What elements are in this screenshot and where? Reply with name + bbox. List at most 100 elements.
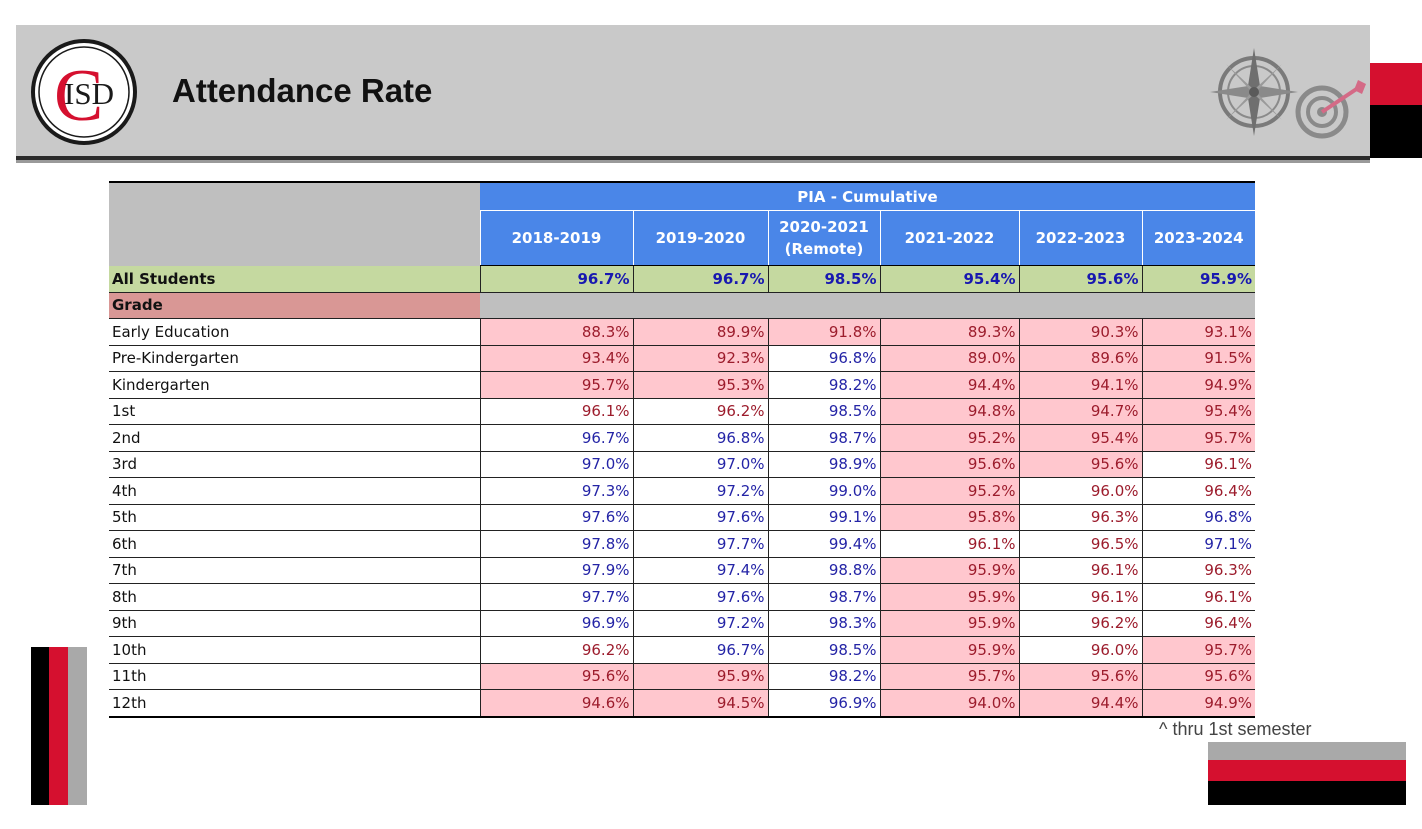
grade-label: 9th <box>109 610 480 637</box>
left-stripe-red <box>49 647 68 805</box>
rate-cell: 96.0% <box>1018 636 1142 664</box>
rate-cell: 96.8% <box>632 424 768 452</box>
year-column-header: 2023-2024 <box>1141 210 1255 266</box>
rate-cell: 98.7% <box>767 424 880 452</box>
rate-cell: 95.9% <box>879 557 1019 584</box>
rate-cell: 95.9% <box>879 610 1019 637</box>
cisd-logo-icon: C ISD <box>31 39 137 145</box>
rate-cell: 95.9% <box>879 583 1019 611</box>
rate-cell: 89.6% <box>1018 345 1142 372</box>
rate-cell: 99.1% <box>767 504 880 531</box>
header-accent-black <box>1370 105 1422 158</box>
rate-cell: 94.9% <box>1141 371 1255 399</box>
year-column-header: 2022-2023 <box>1018 210 1142 266</box>
grade-label: 2nd <box>109 424 480 452</box>
rate-cell: 96.4% <box>1141 477 1255 505</box>
table-row: Early Education 88.3% 89.9% 91.8% 89.3% 90.3%… <box>109 318 1255 346</box>
grade-label: 10th <box>109 636 480 664</box>
rate-cell: 96.7% <box>479 424 633 452</box>
rate-cell: 96.1% <box>879 530 1019 558</box>
group-header: PIA - Cumulative <box>480 181 1255 211</box>
rate-cell: 97.7% <box>479 583 633 611</box>
rate-cell: 89.3% <box>879 318 1019 346</box>
grade-label: 8th <box>109 583 480 611</box>
rate-cell: 97.2% <box>632 610 768 637</box>
rate-cell: 91.8% <box>767 318 880 346</box>
rate-cell: 95.8% <box>879 504 1019 531</box>
rate-cell: 96.1% <box>1141 451 1255 478</box>
rate-cell: 98.5% <box>767 398 880 425</box>
rate-cell: 98.2% <box>767 663 880 690</box>
rate-cell: 96.2% <box>632 398 768 425</box>
rate-cell: 96.2% <box>1018 610 1142 637</box>
all-students-value: 98.5% <box>767 265 880 293</box>
rate-cell: 92.3% <box>632 345 768 372</box>
grade-label: 11th <box>109 663 480 690</box>
rate-cell: 96.1% <box>1018 583 1142 611</box>
table-row: 9th 96.9% 97.2% 98.3% 95.9% 96.2% 96.4% <box>109 610 1255 637</box>
rate-cell: 98.3% <box>767 610 880 637</box>
table-row: 8th 97.7% 97.6% 98.7% 95.9% 96.1% 96.1% <box>109 583 1255 611</box>
rate-cell: 90.3% <box>1018 318 1142 346</box>
rate-cell: 95.6% <box>479 663 633 690</box>
rate-cell: 95.4% <box>1141 398 1255 425</box>
rate-cell: 96.3% <box>1141 557 1255 584</box>
rate-cell: 96.0% <box>1018 477 1142 505</box>
rate-cell: 98.2% <box>767 371 880 399</box>
rate-cell: 94.1% <box>1018 371 1142 399</box>
rate-cell: 98.7% <box>767 583 880 611</box>
rate-cell: 99.4% <box>767 530 880 558</box>
year-column-header: 2021-2022 <box>879 210 1019 266</box>
rate-cell: 97.4% <box>632 557 768 584</box>
table-row: 4th 97.3% 97.2% 99.0% 95.2% 96.0% 96.4% <box>109 477 1255 505</box>
right-stripe-red <box>1208 760 1406 781</box>
rate-cell: 95.6% <box>1141 663 1255 690</box>
target-dart-icon <box>1295 80 1366 139</box>
rate-cell: 98.5% <box>767 636 880 664</box>
grade-section-fill <box>480 292 1255 319</box>
table-row: 10th 96.2% 96.7% 98.5% 95.9% 96.0% 95.7% <box>109 636 1255 664</box>
all-students-label: All Students <box>109 265 480 293</box>
table-row: 11th 95.6% 95.9% 98.2% 95.7% 95.6% 95.6% <box>109 663 1255 690</box>
rate-cell: 97.7% <box>632 530 768 558</box>
grade-label: 6th <box>109 530 480 558</box>
all-students-value: 95.9% <box>1141 265 1255 293</box>
table-row: 12th 94.6% 94.5% 96.9% 94.0% 94.4% 94.9% <box>109 689 1255 718</box>
grade-label: Pre-Kindergarten <box>109 345 480 372</box>
rate-cell: 97.6% <box>632 583 768 611</box>
rate-cell: 94.0% <box>879 689 1019 718</box>
rate-cell: 96.1% <box>1018 557 1142 584</box>
rate-cell: 96.1% <box>1141 583 1255 611</box>
rate-cell: 94.6% <box>479 689 633 718</box>
page-title: Attendance Rate <box>172 72 433 109</box>
rate-cell: 91.5% <box>1141 345 1255 372</box>
rate-cell: 95.7% <box>879 663 1019 690</box>
table-row: 6th 97.8% 97.7% 99.4% 96.1% 96.5% 97.1% <box>109 530 1255 558</box>
all-students-value: 96.7% <box>632 265 768 293</box>
rate-cell: 95.2% <box>879 477 1019 505</box>
rate-cell: 97.9% <box>479 557 633 584</box>
rate-cell: 89.9% <box>632 318 768 346</box>
rate-cell: 94.5% <box>632 689 768 718</box>
rate-cell: 98.9% <box>767 451 880 478</box>
table-row: 7th 97.9% 97.4% 98.8% 95.9% 96.1% 96.3% <box>109 557 1255 584</box>
rate-cell: 95.4% <box>1018 424 1142 452</box>
rate-cell: 98.8% <box>767 557 880 584</box>
rate-cell: 97.0% <box>479 451 633 478</box>
rate-cell: 97.0% <box>632 451 768 478</box>
logo-text: ISD <box>64 76 114 111</box>
table-row: 2nd 96.7% 96.8% 98.7% 95.2% 95.4% 95.7% <box>109 424 1255 452</box>
rate-cell: 96.8% <box>1141 504 1255 531</box>
rate-cell: 94.4% <box>879 371 1019 399</box>
rate-cell: 96.9% <box>767 689 880 718</box>
grade-section-label: Grade <box>109 292 480 319</box>
footnote: ^ thru 1st semester <box>1159 719 1312 739</box>
rate-cell: 95.6% <box>1018 451 1142 478</box>
grade-label: 1st <box>109 398 480 425</box>
rate-cell: 97.8% <box>479 530 633 558</box>
compass-rose-icon <box>1210 48 1298 136</box>
rate-cell: 88.3% <box>479 318 633 346</box>
rate-cell: 96.4% <box>1141 610 1255 637</box>
all-students-value: 96.7% <box>479 265 633 293</box>
header-divider <box>16 156 1370 160</box>
